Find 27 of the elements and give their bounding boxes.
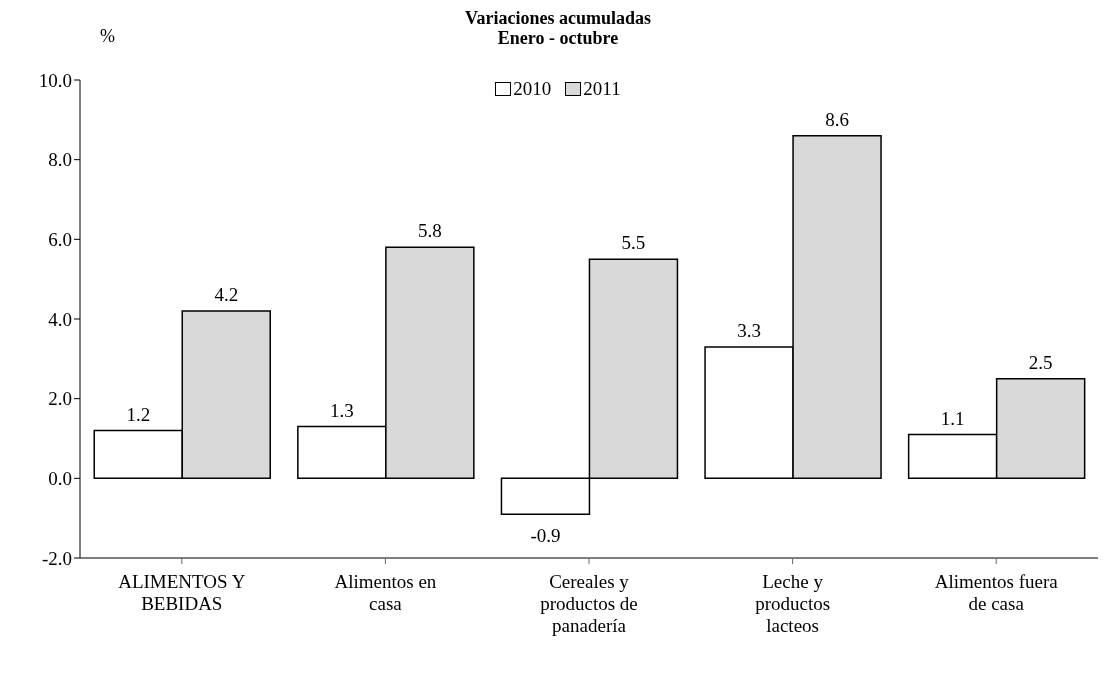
x-tick-label: Alimentos fuera de casa: [934, 571, 1059, 614]
x-tick-label: Alimentos en casa: [334, 571, 437, 614]
data-label: -0.9: [530, 525, 561, 547]
data-label: 3.3: [737, 319, 761, 341]
y-tick-label: -2.0: [41, 547, 72, 569]
chart-subtitle: Enero - octubre: [497, 28, 619, 48]
data-label: 5.5: [621, 232, 646, 254]
y-tick-label: 2.0: [48, 388, 72, 410]
chart-title: Variaciones acumuladas: [465, 8, 651, 28]
data-label: 4.2: [214, 284, 239, 306]
y-tick-label: 6.0: [48, 229, 72, 251]
y-axis-title: %: [100, 26, 115, 47]
x-tick-label: ALIMENTOS Y BEBIDAS: [118, 571, 246, 614]
data-label: 1.2: [126, 403, 151, 425]
data-label: 2.5: [1028, 351, 1053, 373]
y-tick-label: 4.0: [48, 308, 72, 330]
legend-label: 2011: [583, 78, 621, 100]
y-tick-label: 8.0: [48, 149, 72, 171]
y-tick-label: 0.0: [48, 468, 72, 490]
data-label: 8.6: [825, 108, 849, 130]
legend-label: 2010: [513, 78, 552, 100]
data-label: 1.1: [940, 407, 965, 429]
x-tick-label: Leche y productos lacteos: [755, 571, 831, 636]
data-label: 1.3: [329, 399, 354, 421]
data-label: 5.8: [417, 220, 442, 242]
y-tick-label: 10.0: [38, 69, 72, 91]
x-tick-label: Cereales y productos de panadería: [540, 571, 638, 636]
